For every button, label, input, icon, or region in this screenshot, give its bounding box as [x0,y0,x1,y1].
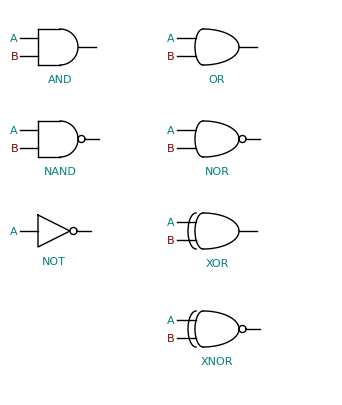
Text: A: A [10,34,18,44]
Text: B: B [10,52,18,62]
Text: B: B [167,52,175,62]
Text: OR: OR [209,75,225,85]
Text: A: A [167,34,175,44]
Text: A: A [10,126,18,136]
Text: A: A [167,217,175,228]
Text: A: A [167,315,175,325]
Text: AND: AND [48,75,72,85]
Text: B: B [167,235,175,245]
Text: NOT: NOT [42,256,66,266]
Text: A: A [10,226,18,237]
Text: NOR: NOR [205,166,229,177]
Text: B: B [167,333,175,343]
Text: B: B [10,144,18,153]
Text: A: A [167,126,175,136]
Text: B: B [167,144,175,153]
Text: NAND: NAND [43,166,77,177]
Text: XNOR: XNOR [201,356,233,366]
Text: XOR: XOR [205,258,229,269]
